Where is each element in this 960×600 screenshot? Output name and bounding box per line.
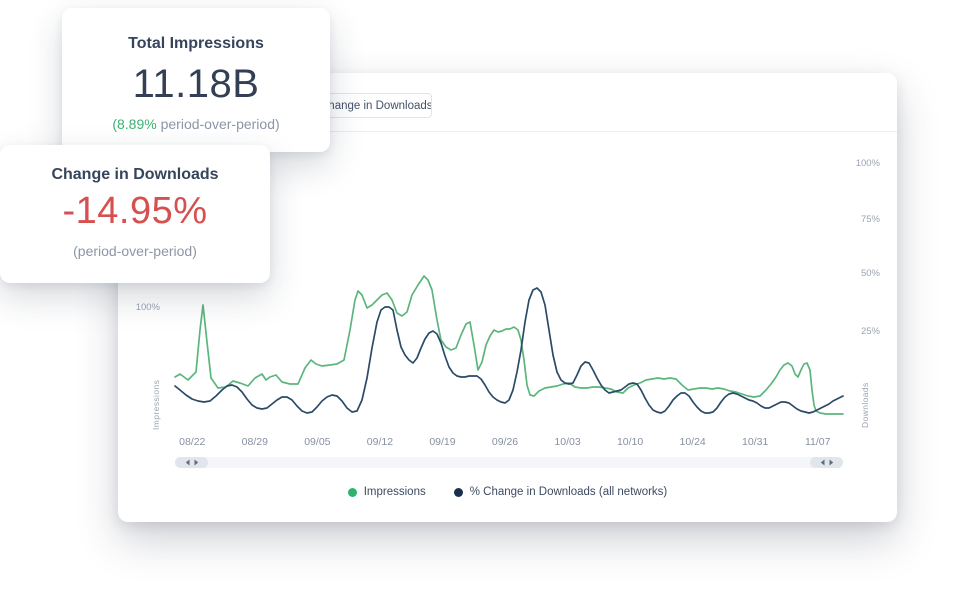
chart-canvas[interactable] — [168, 150, 848, 442]
legend-dot — [453, 487, 463, 497]
right-axis-tick: 100% — [855, 158, 880, 169]
legend-item-downloads-change[interactable]: % Change in Downloads (all networks) — [453, 486, 668, 498]
x-tick: 08/22 — [179, 436, 206, 448]
x-tick: 10/24 — [679, 436, 706, 448]
x-tick: 08/29 — [241, 436, 268, 448]
x-tick: 10/03 — [554, 436, 581, 448]
x-tick: 09/12 — [366, 436, 394, 448]
total-impressions-value: 11.18B — [132, 62, 260, 106]
right-arrow-icon — [194, 459, 198, 466]
card-title: Total Impressions — [128, 35, 264, 52]
change-in-downloads-value: -14.95% — [62, 190, 208, 232]
period-label: (period-over-period) — [73, 242, 197, 259]
left-arrow-icon — [185, 459, 189, 466]
total-impressions-card: Total Impressions 11.18B (8.89% period-o… — [62, 8, 330, 152]
legend-item-impressions[interactable]: Impressions — [347, 486, 426, 498]
left-axis-tick: 100% — [135, 302, 160, 313]
right-axis-title: Downloads — [860, 382, 870, 428]
x-tick: 11/07 — [804, 436, 831, 448]
series-downloads-change — [174, 287, 844, 414]
x-tick: 10/31 — [742, 436, 769, 448]
delta-percent: (8.89% — [112, 116, 157, 132]
right-axis-tick: 75% — [860, 214, 880, 225]
metric-select[interactable]: Change in Downloads — [310, 93, 432, 118]
metric-select-value: Change in Downloads — [320, 99, 432, 112]
chart-panel: Change in Downloads 100% Impressions 100… — [118, 73, 897, 522]
left-arrow-icon — [820, 459, 824, 466]
legend-label: % Change in Downloads (all networks) — [469, 486, 668, 498]
x-tick: 09/05 — [304, 436, 331, 448]
x-tick: 10/10 — [616, 436, 644, 448]
right-axis-tick: 25% — [860, 326, 880, 337]
x-tick: 09/19 — [429, 436, 456, 448]
scrollbar-right-thumb[interactable] — [810, 457, 843, 468]
legend-label: Impressions — [363, 486, 426, 498]
card-title: Change in Downloads — [51, 166, 219, 183]
left-axis-title: Impressions — [151, 379, 161, 431]
scrollbar-left-thumb[interactable] — [175, 457, 208, 468]
x-axis-ticks: 08/22 08/29 09/05 09/12 09/19 09/26 10/03 10/10… — [161, 436, 849, 448]
period-delta: (8.89% period-over-period) — [62, 116, 330, 132]
panel-toolbar: Change in Downloads — [118, 73, 897, 132]
legend-dot — [347, 487, 357, 497]
x-tick: 09/26 — [491, 436, 519, 448]
chart-range-scrollbar[interactable] — [175, 457, 843, 468]
change-in-downloads-card: Change in Downloads -14.95% (period-over… — [0, 145, 270, 283]
delta-label: period-over-period) — [156, 116, 280, 132]
series-impressions — [174, 275, 844, 415]
right-axis-tick: 50% — [860, 268, 880, 279]
legend: Impressions % Change in Downloads (all ne… — [118, 486, 897, 498]
right-arrow-icon — [829, 459, 833, 466]
